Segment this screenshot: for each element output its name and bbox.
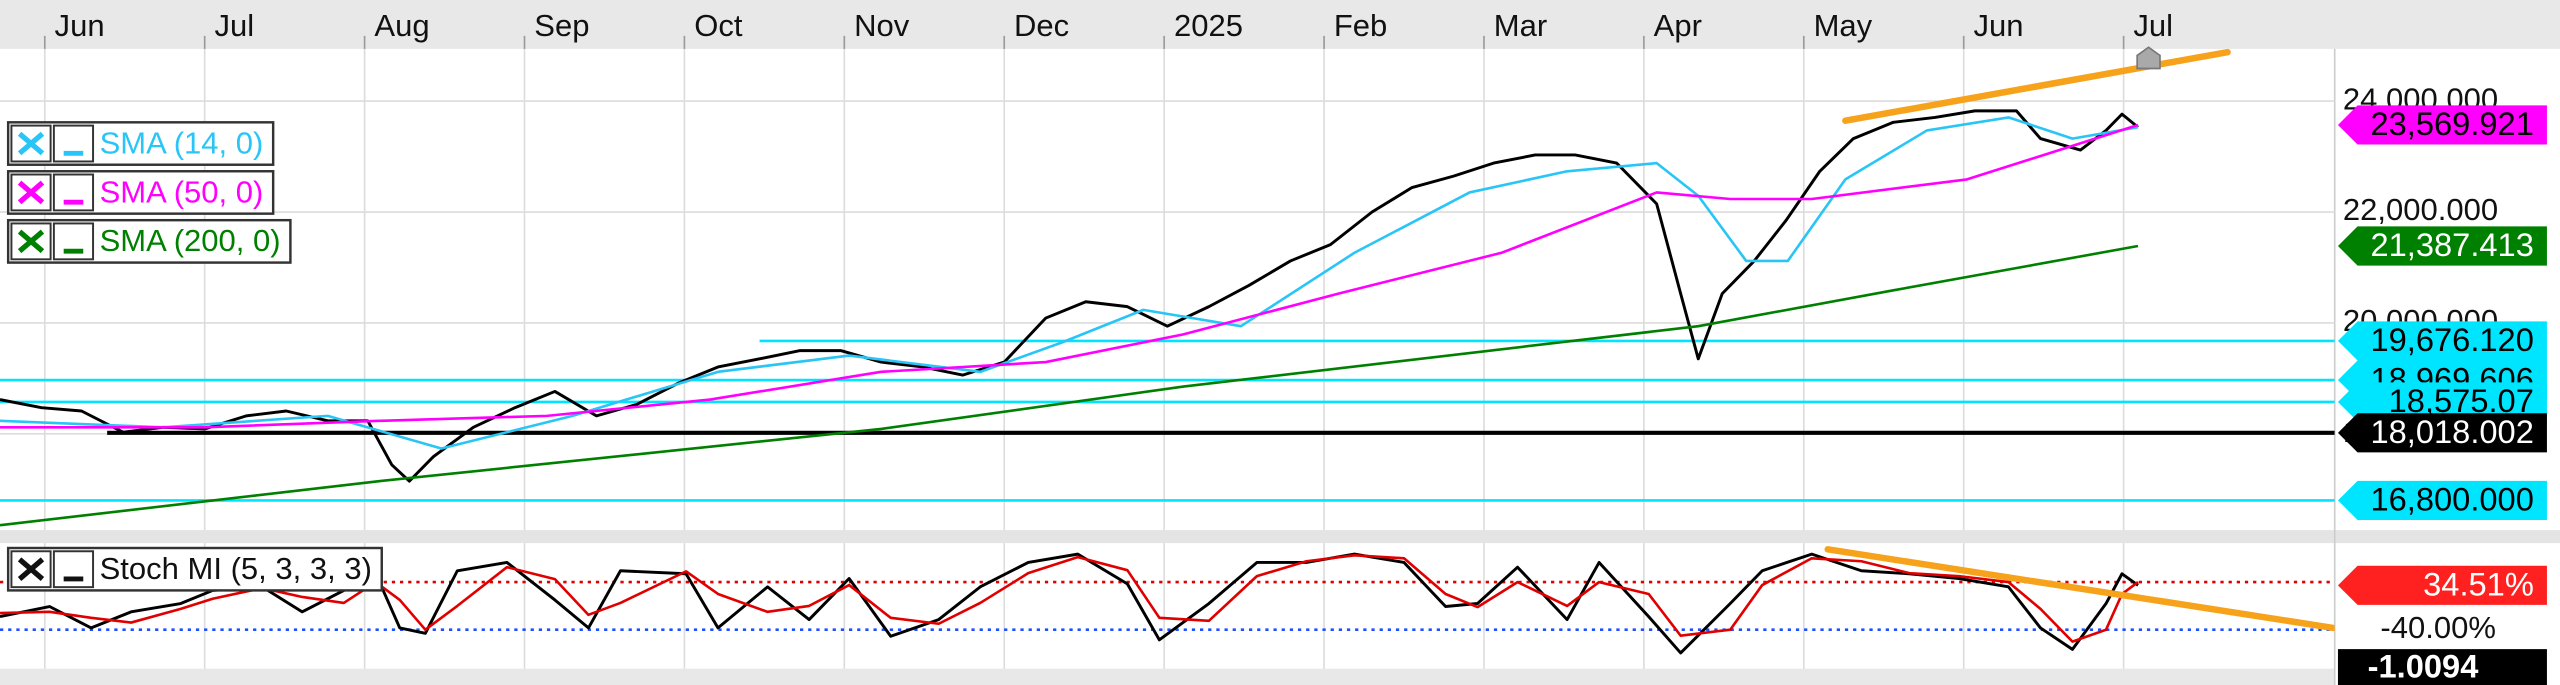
x-tick-label: Jul — [2133, 8, 2173, 43]
y-tick-label: 22,000.000 — [2343, 192, 2498, 227]
legend-remove-icon[interactable] — [17, 229, 45, 254]
legend-collapse-button[interactable] — [52, 222, 95, 261]
price-tag-label: 34.51% — [2423, 566, 2534, 603]
price-tag-label: 19,676.120 — [2370, 321, 2533, 358]
legend-label: SMA (50, 0) — [100, 174, 264, 209]
x-tick-label: Mar — [1494, 8, 1547, 43]
legend-item[interactable]: Stoch MI (5, 3, 3, 3) — [6, 546, 383, 592]
price-tag — [2337, 321, 2547, 361]
trendline[interactable] — [1824, 546, 2335, 632]
legend-item[interactable]: SMA (50, 0) — [6, 170, 275, 215]
x-tick-label: Apr — [1654, 8, 1702, 43]
legend-box — [6, 121, 275, 166]
price-tag-label: 23,569.921 — [2370, 105, 2533, 142]
panel-divider — [0, 530, 2560, 544]
price-tag-label: 21,387.413 — [2370, 226, 2533, 263]
legend-item[interactable]: SMA (14, 0) — [6, 121, 275, 166]
price-tag — [2337, 480, 2547, 520]
readout-box — [2337, 649, 2547, 685]
readout-value: -1.0094 — [2368, 647, 2479, 684]
legend: SMA (14, 0) SMA (50, 0) SMA (200, 0) Stoch … — [6, 121, 383, 592]
legend-collapse-button[interactable] — [52, 550, 95, 589]
price-tag — [2337, 413, 2547, 453]
price-panel — [0, 48, 2335, 527]
series-line — [0, 116, 2139, 450]
legend-item[interactable]: SMA (200, 0) — [6, 218, 292, 264]
series-line — [0, 244, 2139, 527]
price-tag — [2337, 105, 2547, 145]
legend-box — [6, 170, 275, 215]
x-tick-label: Sep — [534, 8, 589, 43]
y-tick-label: -40.00% — [2380, 610, 2496, 645]
price-tag-label: 18,018.002 — [2370, 413, 2533, 450]
x-tick-label: 2025 — [1174, 8, 1243, 43]
legend-remove-icon[interactable] — [17, 131, 45, 156]
trendline[interactable] — [1842, 48, 2231, 124]
price-tag — [2337, 382, 2547, 422]
x-tick-label: Nov — [854, 8, 910, 43]
x-tick-label: Dec — [1014, 8, 1069, 43]
legend-label: SMA (200, 0) — [100, 223, 281, 258]
x-tick-label: Jun — [55, 8, 105, 43]
price-tag-label: 18,575.07 — [2389, 382, 2534, 419]
legend-label: SMA (14, 0) — [100, 125, 264, 160]
x-tick-label: Feb — [1334, 8, 1387, 43]
series-line — [0, 123, 2139, 429]
price-tag — [2337, 226, 2547, 266]
x-tick-label: May — [1814, 8, 1873, 43]
legend-collapse-button[interactable] — [52, 124, 95, 163]
bottom-strip — [0, 668, 2335, 685]
alert-marker[interactable] — [2136, 46, 2161, 70]
legend-collapse-button[interactable] — [52, 173, 95, 212]
price-tag — [2337, 565, 2547, 605]
legend-label: Stoch MI (5, 3, 3, 3) — [100, 551, 372, 586]
x-tick-label: Oct — [694, 8, 743, 43]
time-axis-strip — [0, 0, 2560, 49]
legend-remove-icon[interactable] — [17, 180, 45, 205]
x-tick-label: Jul — [214, 8, 254, 43]
price-tag-label: 16,800.000 — [2370, 481, 2533, 518]
series-line — [0, 109, 2139, 483]
legend-remove-icon[interactable] — [17, 557, 45, 581]
x-tick-label: Aug — [374, 8, 429, 43]
x-tick-label: Jun — [1973, 8, 2023, 43]
price-tags: 19,676.12018,969.60618,575.0718,018.0021… — [2337, 105, 2547, 685]
